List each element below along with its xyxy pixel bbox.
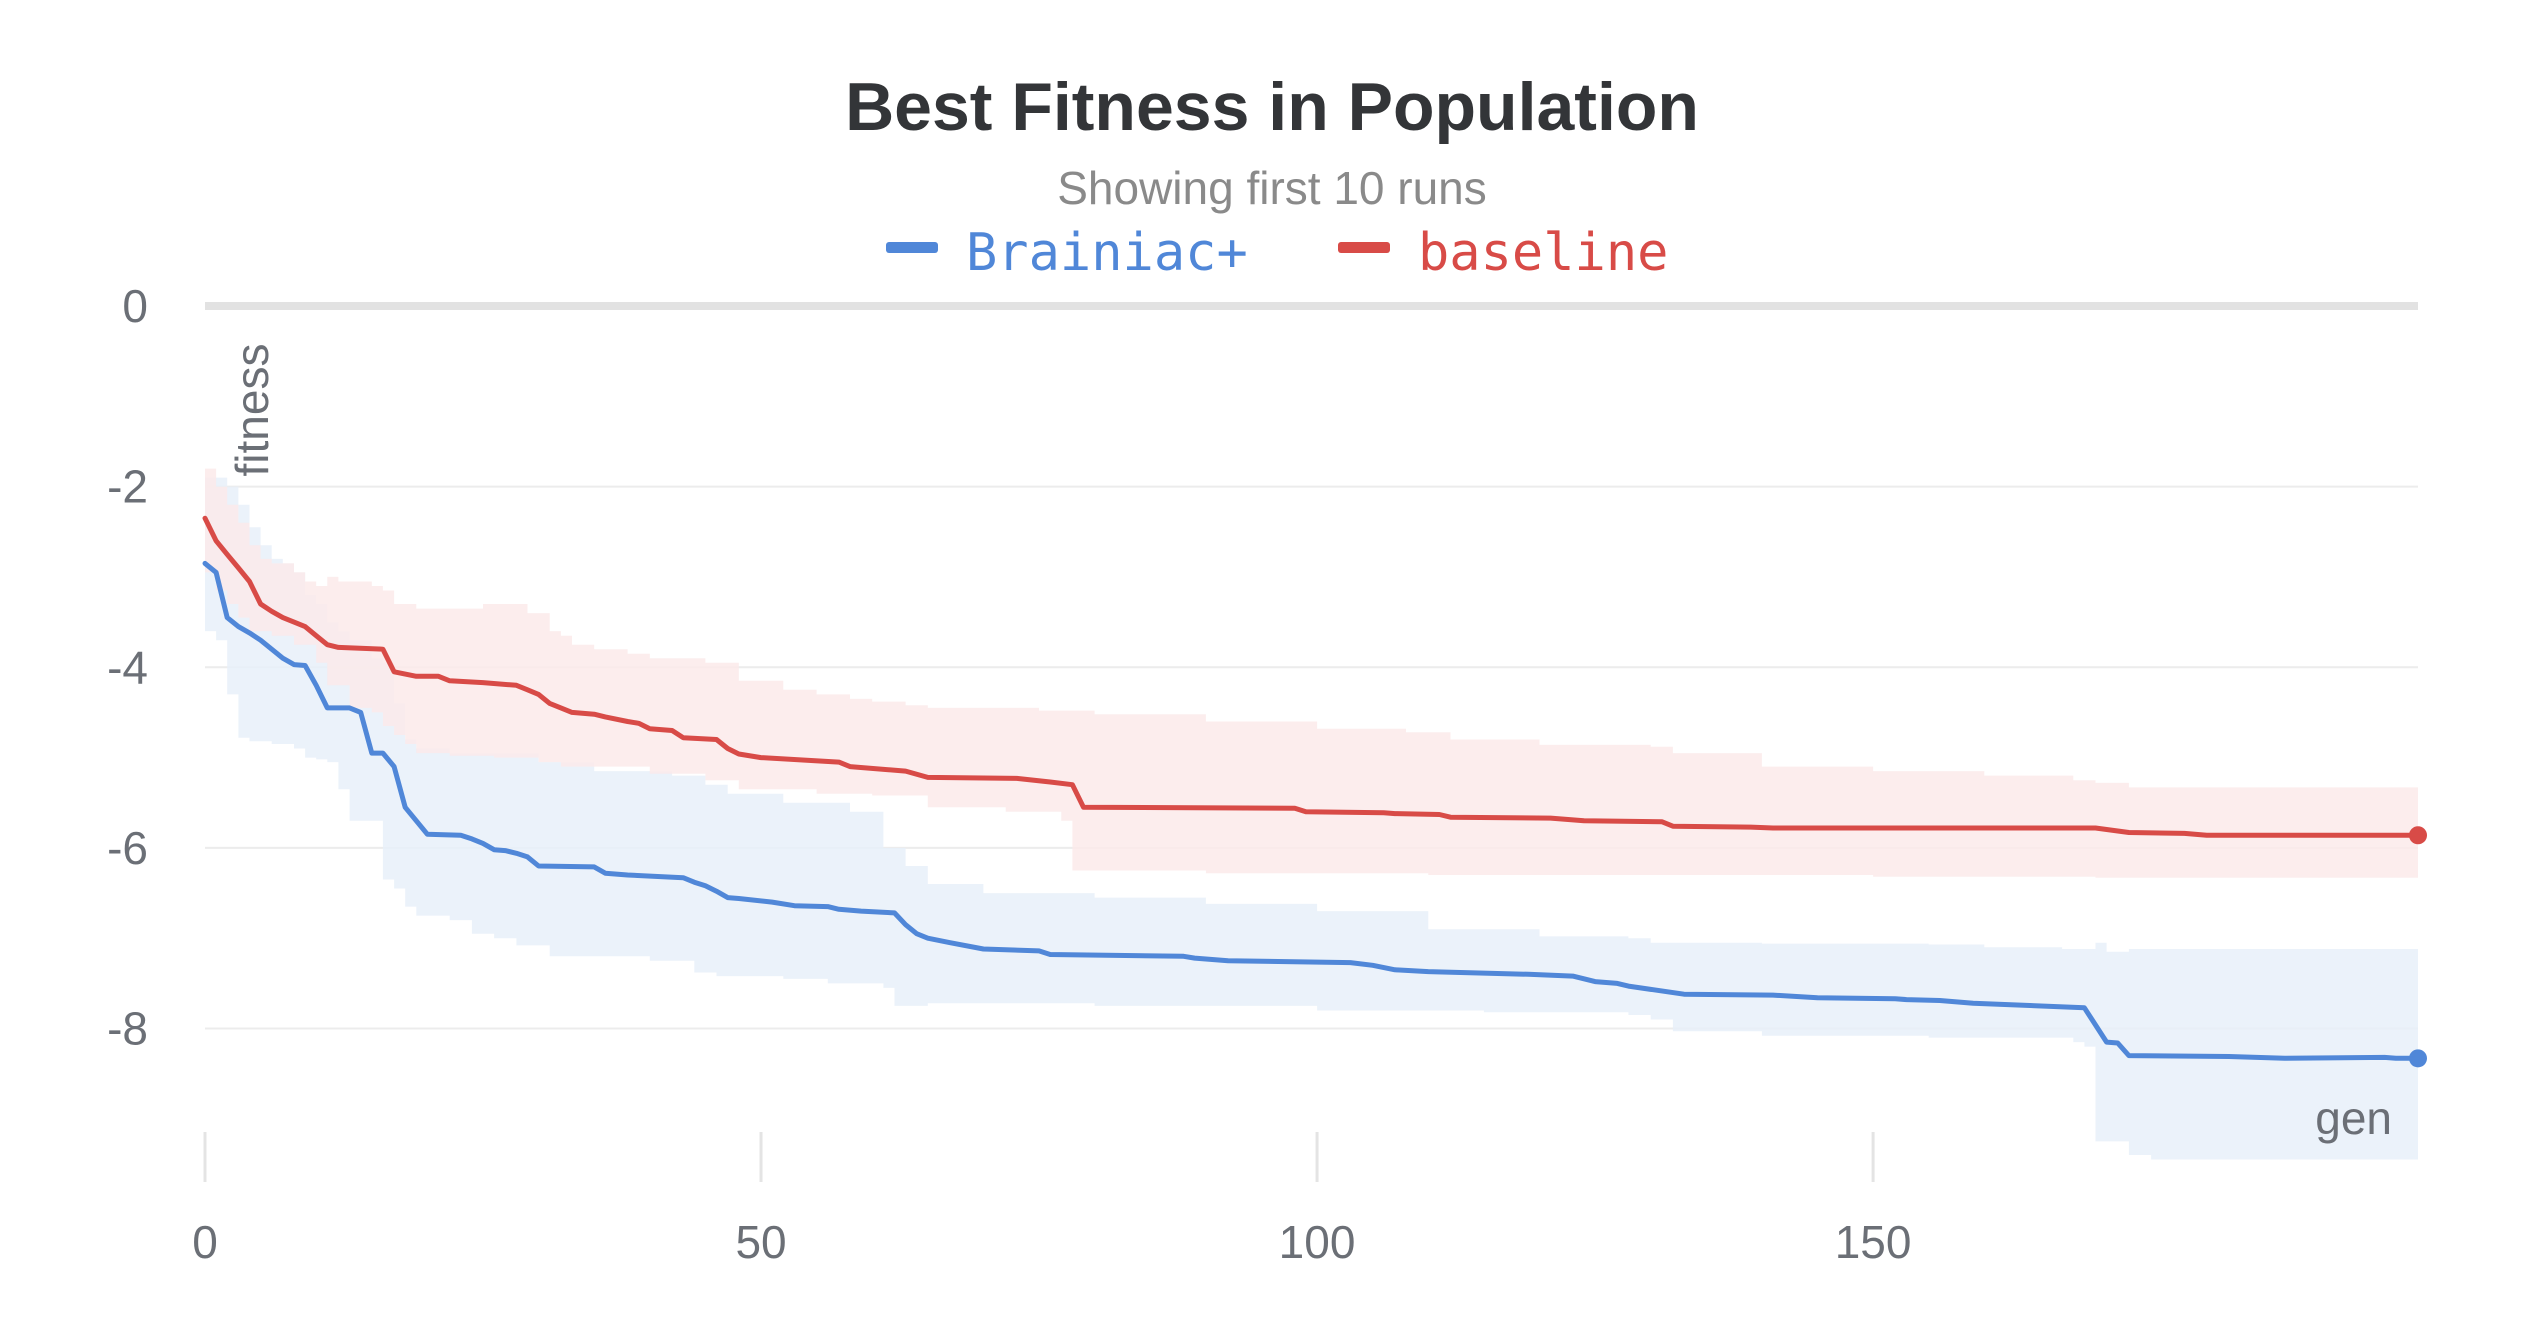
x-axis-label: gen — [2315, 1092, 2392, 1144]
x-tick-label: 100 — [1279, 1216, 1356, 1268]
line-brainiac — [202, 560, 2421, 1061]
band-baseline — [205, 468, 2418, 880]
x-axis: 0 50 100 150 — [192, 1132, 1911, 1268]
y-tick-label: -2 — [107, 461, 148, 513]
band-brainiac — [205, 477, 2418, 1163]
y-tick-label: -6 — [107, 822, 148, 874]
legend-label-baseline: baseline — [1418, 223, 1668, 283]
y-axis-label: fitness — [226, 344, 278, 477]
chart-title: Best Fitness in Population — [845, 69, 1699, 145]
series-lines — [202, 515, 2427, 1068]
y-tick-label: -4 — [107, 641, 148, 693]
chart-subtitle: Showing first 10 runs — [1057, 162, 1487, 214]
x-tick-label: 0 — [192, 1216, 218, 1268]
y-tick-label: 0 — [122, 280, 148, 332]
legend-swatch-brainiac — [886, 242, 938, 253]
end-marker-baseline — [2409, 826, 2427, 845]
line-baseline — [202, 515, 2421, 838]
end-marker-brainiac — [2409, 1049, 2427, 1068]
y-axis: 0 -2 -4 -6 -8 — [107, 280, 148, 1055]
legend-label-brainiac: Brainiac+ — [966, 223, 1248, 283]
x-tick-label: 150 — [1835, 1216, 1912, 1268]
legend: Brainiac+ baseline — [886, 223, 1668, 283]
bands — [205, 468, 2418, 1163]
x-tick-label: 50 — [735, 1216, 786, 1268]
legend-swatch-baseline — [1338, 242, 1390, 253]
y-tick-label: -8 — [107, 1003, 148, 1055]
